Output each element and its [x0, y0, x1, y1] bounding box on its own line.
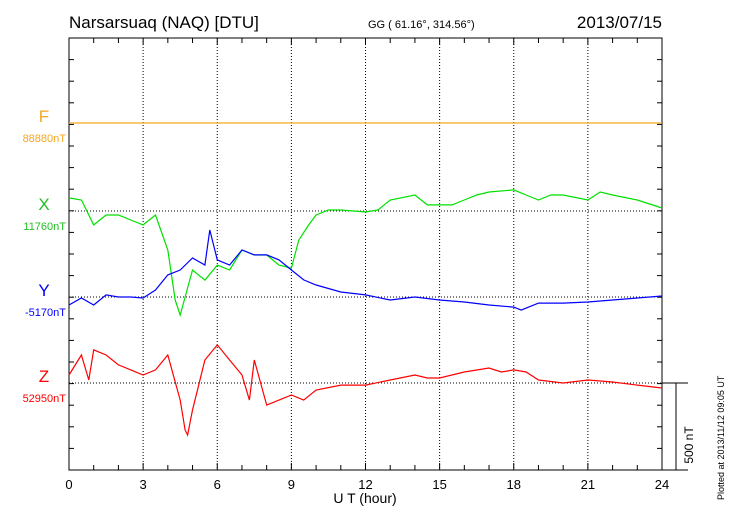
baseline-value-x: 11760nT — [23, 221, 66, 233]
series-name-x: X — [38, 195, 49, 214]
x-tick-label: 24 — [655, 477, 669, 492]
station-title: Narsarsuaq (NAQ) [DTU] — [69, 13, 259, 32]
date-label: 2013/07/15 — [577, 13, 662, 32]
series-name-f: F — [39, 107, 49, 126]
x-tick-label: 6 — [214, 477, 221, 492]
baseline-value-z: 52950nT — [23, 393, 67, 405]
scale-bar-label: 500 nT — [682, 426, 696, 464]
baseline-value-y: -5170nT — [25, 307, 66, 319]
station-coords: GG ( 61.16°, 314.56°) — [368, 19, 475, 31]
x-tick-label: 9 — [288, 477, 295, 492]
series-line-x — [68, 189, 663, 318]
series-name-y: Y — [38, 281, 49, 300]
x-tick-label: 15 — [432, 477, 446, 492]
x-tick-label: 3 — [140, 477, 147, 492]
x-tick-label: 12 — [358, 477, 372, 492]
baseline-value-f: 88880nT — [23, 133, 67, 145]
series-line-z — [68, 343, 663, 437]
x-tick-label: 18 — [507, 477, 521, 492]
x-axis-label: U T (hour) — [333, 490, 396, 506]
x-tick-label: 21 — [581, 477, 595, 492]
plotted-at-note: Plotted at 2013/11/12 09:05 UT — [716, 375, 726, 500]
series-line-y — [68, 229, 663, 311]
x-tick-label: 0 — [65, 477, 72, 492]
series-name-z: Z — [39, 367, 49, 386]
